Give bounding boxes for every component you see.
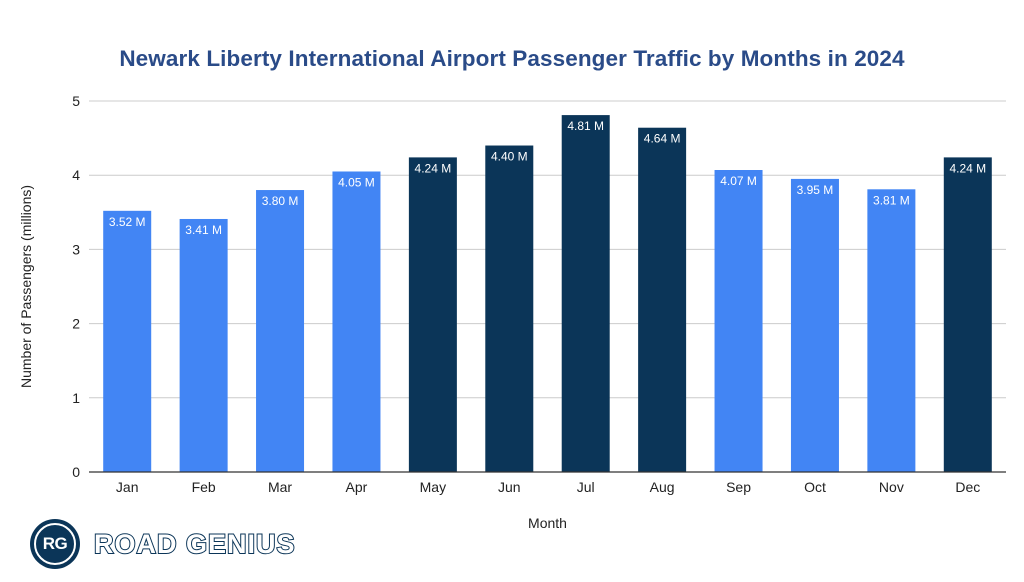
bar-data-label: 4.24 M (949, 161, 986, 175)
bar-nov (867, 189, 916, 472)
y-axis-label: Number of Passengers (millions) (18, 185, 34, 388)
x-axis-ticks: Jan Feb Mar Apr May Jun Jul Aug Sep Oct Nov Dec (116, 479, 980, 495)
bar-data-label: 4.64 M (644, 132, 681, 146)
bar-data-label: 3.81 M (873, 193, 910, 207)
y-tick-label: 0 (72, 464, 80, 480)
bar-dec (943, 157, 992, 472)
bar-aug (638, 127, 687, 472)
y-axis-ticks: 0 1 2 3 4 5 (72, 93, 80, 480)
road-genius-logo: RG ROAD GENIUS (30, 519, 296, 569)
bar-data-label: 4.24 M (415, 161, 452, 175)
x-axis-label: Month (528, 515, 567, 531)
bar-data-label: 4.81 M (567, 119, 604, 133)
x-tick-label: Sep (726, 479, 751, 495)
bar-data-label: 3.80 M (262, 194, 299, 208)
bars (103, 115, 992, 473)
bar-oct (790, 178, 839, 472)
x-tick-label: Aug (650, 479, 675, 495)
logo-monogram: RG (34, 523, 76, 565)
bar-data-label: 4.07 M (720, 174, 757, 188)
x-tick-label: Jan (116, 479, 139, 495)
bar-jan (103, 210, 152, 473)
x-tick-label: May (420, 479, 446, 495)
bar-data-label: 4.05 M (338, 175, 375, 189)
logo-wordmark: ROAD GENIUS (93, 528, 296, 560)
bar-data-label: 3.52 M (109, 215, 146, 229)
y-tick-label: 5 (72, 93, 80, 109)
y-tick-label: 2 (72, 316, 80, 332)
x-tick-label: Feb (192, 479, 216, 495)
bar-feb (179, 218, 228, 472)
logo-badge: RG (30, 519, 80, 569)
x-tick-label: Mar (268, 479, 292, 495)
chart-title: Newark Liberty International Airport Pas… (119, 46, 905, 71)
bar-data-label: 4.40 M (491, 150, 528, 164)
bar-data-label: 3.95 M (797, 183, 834, 197)
x-tick-label: Apr (346, 479, 368, 495)
x-tick-label: Nov (879, 479, 904, 495)
bar-mar (256, 190, 305, 473)
bar-may (408, 157, 457, 472)
x-tick-label: Dec (955, 479, 980, 495)
y-tick-label: 4 (72, 167, 80, 183)
y-tick-label: 1 (72, 390, 80, 406)
bar-jul (561, 115, 610, 473)
bar-data-labels: 3.52 M 3.41 M 3.80 M 4.05 M 4.24 M 4.40 M 4.81… (109, 119, 986, 237)
y-tick-label: 3 (72, 241, 80, 257)
x-tick-label: Oct (804, 479, 826, 495)
x-tick-label: Jul (577, 479, 595, 495)
bar-jun (485, 145, 534, 472)
bar-data-label: 3.41 M (185, 223, 222, 237)
grid-lines (89, 100, 1006, 399)
x-tick-label: Jun (498, 479, 521, 495)
bar-apr (332, 171, 381, 473)
bar-sep (714, 170, 763, 473)
